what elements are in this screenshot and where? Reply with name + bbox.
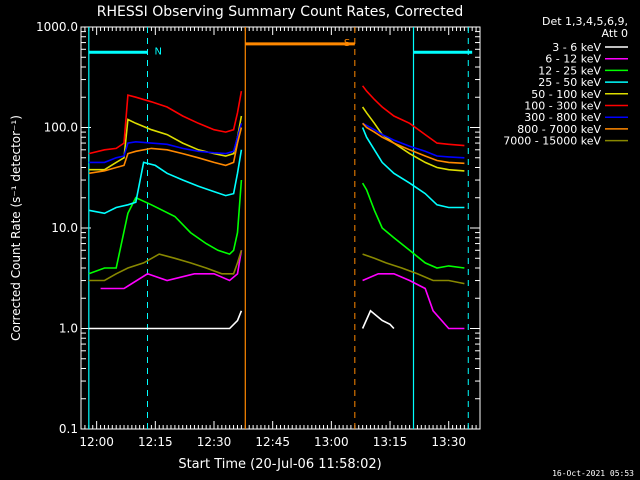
x-tick-label: 13:00	[314, 435, 349, 449]
legend-entry-label: 100 - 300 keV	[524, 100, 601, 113]
series-line	[361, 309, 395, 330]
x-tick-label: 12:30	[197, 435, 232, 449]
series-line	[88, 127, 243, 175]
chart-title: RHESSI Observing Summary Count Rates, Co…	[97, 4, 463, 20]
series-line	[100, 250, 243, 290]
observing-markers: NS	[88, 27, 473, 429]
legend-entry-label: 3 - 6 keV	[552, 41, 601, 54]
legend-entry-label: 300 - 800 keV	[524, 111, 601, 124]
x-tick-label: 12:15	[138, 435, 173, 449]
series-line	[362, 272, 465, 330]
series-line	[88, 179, 243, 275]
x-tick-label: 13:30	[431, 435, 466, 449]
y-tick-label: 1000.0	[36, 20, 78, 34]
x-tick-label: 12:45	[255, 435, 290, 449]
series-line	[361, 182, 465, 269]
y-axis-label: Corrected Count Rate (s⁻¹ detector⁻¹)	[9, 115, 23, 341]
series-line	[88, 115, 243, 171]
series-lines	[88, 85, 465, 330]
plot-frame-group	[80, 26, 481, 430]
night-label: N	[155, 46, 162, 57]
series-line	[88, 149, 243, 215]
series-line	[88, 310, 243, 330]
legend-entry-label: 50 - 100 keV	[531, 88, 601, 101]
y-tick-label: 10.0	[51, 221, 78, 235]
legend-entry-label: 800 - 7000 keV	[517, 123, 601, 136]
legend-entry-label: 12 - 25 keV	[538, 64, 601, 77]
saa-label: S	[344, 38, 350, 49]
x-tick-label: 13:15	[373, 435, 408, 449]
plot-frame	[80, 26, 481, 430]
series-line	[88, 90, 243, 155]
series-line	[88, 250, 243, 282]
series-line	[362, 122, 465, 165]
y-tick-label: 1.0	[59, 322, 78, 336]
series-line	[361, 106, 465, 172]
y-tick-label: 100.0	[44, 121, 78, 135]
legend-entry-label: 25 - 50 keV	[538, 76, 601, 89]
series-line	[361, 85, 465, 147]
y-tick-label: 0.1	[59, 422, 78, 436]
legend-header: Att 0	[602, 27, 628, 40]
timestamp: 16-Oct-2021 05:53	[552, 469, 634, 478]
series-line	[362, 122, 465, 159]
x-tick-label: 12:00	[79, 435, 114, 449]
x-axis: 12:00 12:15 12:30 12:45 13:00 13:15 13:30	[79, 27, 481, 449]
x-axis-label: Start Time (20-Jul-06 11:58:02)	[178, 457, 381, 472]
legend-entry-label: 6 - 12 keV	[545, 53, 601, 66]
y-axis: 0.1 1.0 10.0 100.0 1000.0	[36, 20, 480, 436]
series-line	[362, 253, 465, 285]
series-line	[361, 127, 465, 209]
series-line	[88, 123, 243, 164]
legend-header: Det 1,3,4,5,6,9,	[542, 15, 628, 28]
legend-entry-label: 7000 - 15000 keV	[503, 135, 601, 148]
